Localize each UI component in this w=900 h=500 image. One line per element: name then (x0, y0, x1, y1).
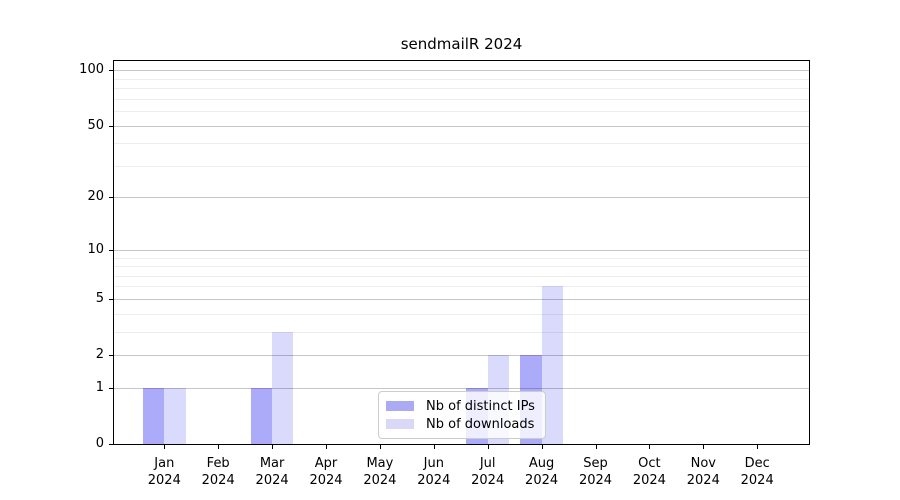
gridline-major-5 (114, 298, 809, 300)
x-tick-nov (703, 445, 705, 449)
x-tick-year: 2024 (255, 473, 289, 488)
gridline-major-10 (114, 249, 809, 251)
gridline-major-20 (114, 197, 809, 199)
x-tick-year: 2024 (471, 473, 505, 488)
legend-label: Nb of distinct IPs (426, 398, 535, 414)
y-tick-label-2: 2 (95, 347, 104, 362)
legend-item-distinct-ips: Nb of distinct IPs (386, 398, 536, 414)
gridline-major-1 (114, 387, 809, 389)
chart-title: sendmailR 2024 (400, 35, 523, 53)
gridline-minor-40 (114, 143, 809, 145)
legend: Nb of distinct IPs Nb of downloads (378, 391, 546, 439)
x-tick-mar (272, 445, 274, 449)
gridline-minor-80 (114, 88, 809, 89)
x-tick-may (379, 445, 381, 449)
downloads-swatch-icon (386, 419, 414, 429)
y-tick-label-50: 50 (87, 117, 104, 133)
y-tick-2 (109, 355, 113, 356)
x-tick-label-mar: Mar 2024 (240, 455, 304, 489)
x-tick-label-dec: Dec 2024 (725, 455, 789, 489)
x-tick-year: 2024 (147, 473, 181, 488)
y-tick-10 (109, 249, 113, 251)
gridline-minor-30 (114, 165, 809, 167)
gridline-minor-4 (114, 313, 809, 315)
y-tick-50 (109, 125, 113, 127)
x-tick-jun (433, 445, 435, 449)
x-tick-label-may: May 2024 (348, 455, 412, 489)
x-tick-apr (326, 445, 327, 449)
legend-label: Nb of downloads (426, 416, 535, 432)
x-tick-label-apr: Apr 2024 (294, 455, 358, 489)
gridline-minor-3 (114, 331, 809, 333)
x-tick-year: 2024 (632, 473, 666, 488)
gridline-minor-8 (114, 266, 809, 267)
gridline-major-100 (114, 70, 809, 72)
bar-nb-of-downloads-mar (272, 331, 294, 444)
x-tick-label-feb: Feb 2024 (186, 455, 250, 489)
x-tick-label-jun: Jun 2024 (402, 455, 466, 489)
bar-nb-of-downloads-jan (164, 387, 186, 444)
x-tick-label-nov: Nov 2024 (671, 455, 735, 489)
x-tick-label-aug: Aug 2024 (510, 455, 574, 489)
x-tick-year: 2024 (309, 473, 343, 488)
plot-area (113, 60, 810, 445)
y-tick-label-0: 0 (95, 436, 104, 451)
y-tick-0 (109, 444, 113, 445)
x-tick-sep (595, 445, 597, 449)
y-tick-20 (109, 197, 113, 199)
x-tick-year: 2024 (525, 473, 559, 488)
x-tick-label-oct: Oct 2024 (617, 455, 681, 489)
x-tick-year: 2024 (578, 473, 613, 488)
y-tick-5 (109, 298, 113, 300)
gridline-major-50 (114, 125, 809, 127)
bar-nb-of-downloads-aug (541, 286, 563, 444)
y-tick-label-100: 100 (79, 62, 104, 78)
gridline-minor-90 (114, 78, 809, 80)
x-tick-label-sep: Sep 2024 (564, 455, 628, 489)
bar-nb-of-distinct-ips-mar (250, 387, 273, 444)
x-tick-jul (487, 445, 489, 449)
gridline-minor-7 (114, 275, 809, 277)
y-tick-1 (109, 387, 113, 389)
y-tick-label-5: 5 (95, 290, 104, 306)
gridline-major-2 (114, 355, 809, 356)
x-tick-label-jan: Jan 2024 (132, 455, 196, 489)
gridline-minor-9 (114, 257, 809, 259)
bar-nb-of-distinct-ips-jan (143, 387, 165, 444)
y-tick-100 (109, 70, 113, 72)
distinct-ips-swatch-icon (386, 401, 414, 411)
gridline-minor-6 (114, 286, 809, 288)
gridline-minor-70 (114, 98, 809, 100)
x-tick-aug (541, 445, 543, 449)
x-tick-year: 2024 (686, 473, 720, 488)
x-tick-year: 2024 (417, 473, 451, 488)
x-tick-dec (757, 445, 759, 449)
x-tick-year: 2024 (740, 473, 774, 488)
x-tick-year: 2024 (201, 473, 235, 488)
y-tick-label-10: 10 (87, 241, 104, 257)
legend-item-downloads: Nb of downloads (386, 416, 536, 432)
y-tick-label-20: 20 (87, 189, 104, 205)
gridline-minor-60 (114, 111, 809, 112)
x-tick-label-jul: Jul 2024 (456, 455, 520, 489)
x-tick-oct (649, 445, 651, 449)
y-tick-label-1: 1 (95, 379, 104, 395)
x-tick-jan (164, 445, 166, 449)
x-tick-feb (218, 445, 220, 449)
x-tick-year: 2024 (363, 473, 397, 488)
